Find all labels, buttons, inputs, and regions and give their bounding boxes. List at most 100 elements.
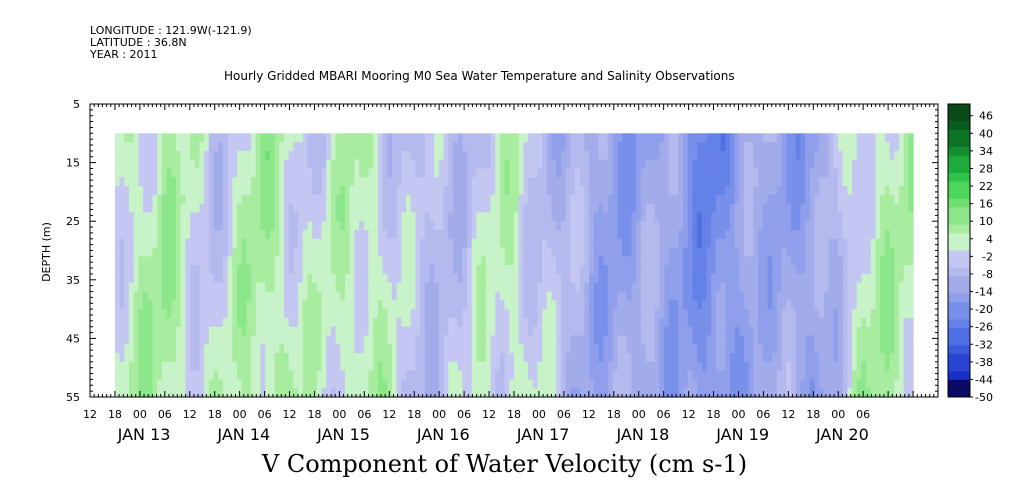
heatmap-cell: [452, 238, 459, 249]
heatmap-cell: [161, 247, 168, 257]
heatmap-cell: [560, 142, 567, 152]
heatmap-cell: [396, 379, 402, 389]
heatmap-cell: [199, 291, 205, 301]
heatmap-cell: [570, 353, 576, 363]
heatmap-cell: [448, 256, 454, 266]
heatmap-cell: [776, 335, 783, 345]
heatmap-cell: [147, 361, 154, 372]
heatmap-cell: [748, 353, 755, 363]
heatmap-cell: [542, 159, 548, 170]
heatmap-cell: [157, 265, 163, 275]
heatmap-cell: [246, 221, 252, 231]
heatmap-cell: [514, 388, 520, 398]
heatmap-cell: [213, 300, 219, 310]
heatmap-cell: [786, 142, 792, 152]
heatmap-cell: [307, 203, 313, 214]
heatmap-cell: [330, 265, 337, 275]
heatmap-cell: [776, 388, 783, 398]
heatmap-cell: [166, 247, 172, 257]
heatmap-cell: [452, 221, 459, 231]
heatmap-cell: [143, 361, 149, 372]
heatmap-cell: [349, 186, 355, 196]
heatmap-cell: [528, 309, 534, 319]
heatmap-cell: [621, 168, 628, 178]
heatmap-cell: [265, 317, 271, 328]
heatmap-cell: [603, 379, 609, 389]
heatmap-cell: [767, 203, 773, 214]
heatmap-cell: [359, 335, 365, 345]
heatmap-cell: [481, 133, 487, 143]
heatmap-cell: [382, 291, 388, 301]
heatmap-cell: [715, 256, 722, 266]
heatmap-cell: [175, 273, 182, 284]
heatmap-cell: [546, 203, 553, 214]
heatmap-cell: [133, 379, 140, 389]
heatmap-cell: [387, 238, 393, 249]
heatmap-cell: [298, 388, 304, 398]
heatmap-cell: [819, 142, 825, 152]
heatmap-cell: [659, 150, 665, 161]
heatmap-cell: [293, 309, 299, 319]
heatmap-cell: [589, 159, 595, 170]
heatmap-cell: [218, 326, 224, 337]
heatmap-cell: [485, 265, 492, 275]
heatmap-cell: [659, 291, 665, 301]
heatmap-cell: [330, 142, 337, 152]
heatmap-cell: [410, 221, 416, 231]
heatmap-cell: [744, 282, 750, 293]
heatmap-cell: [734, 317, 740, 328]
heatmap-cell: [424, 133, 431, 143]
heatmap-cell: [138, 317, 144, 328]
heatmap-cell: [711, 194, 717, 205]
heatmap-cell: [373, 212, 379, 222]
heatmap-cell: [678, 353, 684, 363]
heatmap-cell: [274, 388, 280, 398]
heatmap-cell: [124, 326, 130, 337]
heatmap-cell: [265, 309, 271, 319]
heatmap-cell: [213, 361, 219, 372]
heatmap-cell: [246, 361, 252, 372]
heatmap-cell: [847, 177, 853, 187]
heatmap-cell: [490, 221, 496, 231]
heatmap-cell: [288, 344, 294, 354]
heatmap-cell: [570, 256, 576, 266]
heatmap-cell: [819, 150, 825, 161]
heatmap-cell: [701, 317, 708, 328]
heatmap-cell: [246, 247, 252, 257]
heatmap-cell: [842, 291, 848, 301]
heatmap-cell: [114, 142, 121, 152]
heatmap-cell: [307, 344, 313, 354]
heatmap-cell: [377, 326, 384, 337]
heatmap-cell: [349, 326, 355, 337]
heatmap-cell: [617, 388, 623, 398]
heatmap-cell: [218, 133, 224, 143]
heatmap-cell: [786, 309, 792, 319]
heatmap-cell: [481, 177, 487, 187]
heatmap-cell: [415, 221, 421, 231]
heatmap-cell: [565, 238, 571, 249]
heatmap-cell: [790, 194, 797, 205]
heatmap-cell: [711, 291, 717, 301]
heatmap-cell: [199, 265, 205, 275]
heatmap-cell: [795, 344, 801, 354]
heatmap-cell: [344, 309, 351, 319]
heatmap-cell: [204, 361, 210, 372]
heatmap-cell: [194, 247, 201, 257]
heatmap-cell: [560, 344, 567, 354]
heatmap-cell: [748, 150, 755, 161]
heatmap-cell: [298, 238, 304, 249]
heatmap-cell: [316, 194, 323, 205]
heatmap-cell: [668, 370, 675, 381]
heatmap-cell: [828, 335, 834, 345]
heatmap-cell: [687, 265, 693, 275]
heatmap-cell: [593, 379, 600, 389]
heatmap-cell: [298, 247, 304, 257]
heatmap-cell: [504, 256, 510, 266]
heatmap-cell: [467, 282, 473, 293]
heatmap-cell: [645, 194, 651, 205]
heatmap-cell: [603, 229, 609, 240]
heatmap-cell: [861, 353, 867, 363]
heatmap-cell: [523, 203, 529, 214]
heatmap-cell: [157, 379, 163, 389]
heatmap-cell: [283, 379, 290, 389]
